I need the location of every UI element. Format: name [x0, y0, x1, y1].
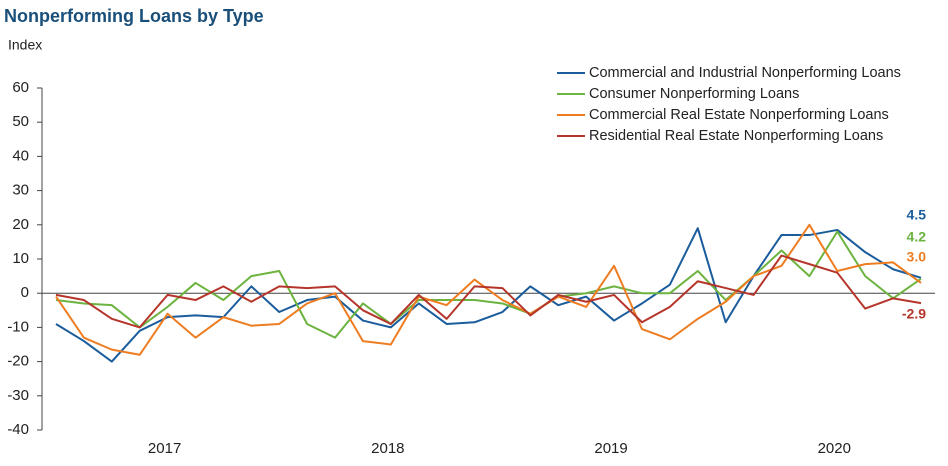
y-tick-label: -30 [7, 387, 29, 404]
legend-label: Commercial Real Estate Nonperforming Loa… [589, 107, 889, 123]
y-tick-label: 10 [12, 250, 29, 267]
x-tick-label: 2019 [594, 440, 627, 457]
value-label: 4.5 [907, 207, 927, 223]
legend-label: Residential Real Estate Nonperforming Lo… [589, 128, 883, 144]
legend-label: Commercial and Industrial Nonperforming … [589, 65, 901, 81]
y-tick-label: 40 [12, 147, 29, 164]
series-line [55, 230, 922, 339]
x-tick-label: 2017 [148, 440, 181, 457]
y-tick-label: -20 [7, 353, 29, 370]
legend-label: Consumer Nonperforming Loans [589, 86, 799, 102]
series-line [55, 227, 922, 363]
y-axis-label: Index [8, 37, 42, 53]
series-line [55, 254, 922, 329]
y-tick-label: 20 [12, 216, 29, 233]
x-tick-label: 2020 [818, 440, 851, 457]
y-tick-label: 30 [12, 182, 29, 199]
value-label: 4.2 [907, 229, 927, 245]
y-tick-label: 0 [21, 284, 29, 301]
y-tick-label: -40 [7, 421, 29, 438]
series-line [55, 223, 922, 356]
chart-title: Nonperforming Loans by Type [4, 6, 264, 26]
value-label: -2.9 [902, 306, 926, 322]
x-tick-label: 2018 [371, 440, 404, 457]
y-tick-label: -10 [7, 318, 29, 335]
y-tick-label: 50 [12, 113, 29, 130]
y-tick-label: 60 [12, 79, 29, 96]
value-label: 3.0 [907, 249, 927, 265]
